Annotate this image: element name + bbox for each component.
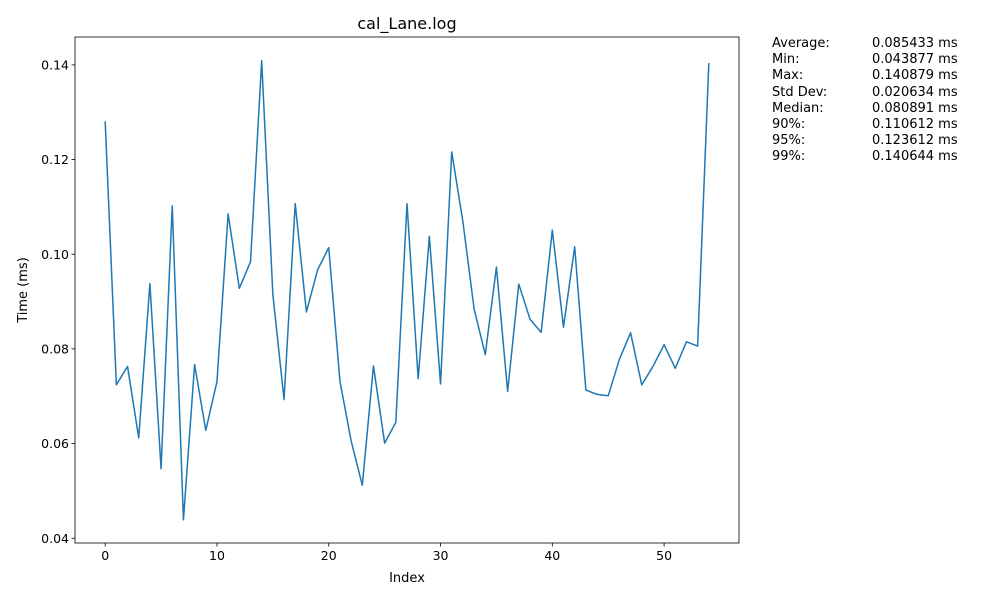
stat-row: Std Dev: 0.020634 ms xyxy=(772,85,958,101)
stat-row: 90%: 0.110612 ms xyxy=(772,117,958,133)
y-tick-label-5: 0.14 xyxy=(41,57,69,72)
stat-value: 0.110612 ms xyxy=(872,117,958,133)
y-axis-label: Time (ms) xyxy=(16,257,31,324)
stat-row: 95%: 0.123612 ms xyxy=(772,133,958,149)
y-tick-label-3: 0.10 xyxy=(41,247,69,262)
stat-value: 0.043877 ms xyxy=(872,52,958,68)
stat-label: 90%: xyxy=(772,117,806,133)
stat-label: Median: xyxy=(772,100,824,116)
x-tick-label-0: 0 xyxy=(101,548,109,563)
stat-label: Std Dev: xyxy=(772,84,828,100)
stat-value: 0.140879 ms xyxy=(872,68,958,84)
stat-label: Max: xyxy=(772,68,804,84)
stat-value: 0.140644 ms xyxy=(872,149,958,165)
y-tick-label-4: 0.12 xyxy=(41,152,69,167)
x-axis-label: Index xyxy=(389,571,425,586)
stat-value: 0.020634 ms xyxy=(872,84,958,100)
stat-row: 99%: 0.140644 ms xyxy=(772,149,958,165)
stat-value: 0.123612 ms xyxy=(872,133,958,149)
y-tick-label-2: 0.08 xyxy=(41,341,69,356)
stat-value: 0.085433 ms xyxy=(872,36,958,51)
stat-row: Median: 0.080891 ms xyxy=(772,101,958,117)
x-tick-label-1: 10 xyxy=(209,548,225,563)
stat-row: Average: 0.085433 ms xyxy=(772,36,958,52)
x-tick-label-5: 50 xyxy=(656,548,672,563)
series-line xyxy=(104,59,710,521)
stat-label: Average: xyxy=(772,36,830,51)
stat-row: Max: 0.140879 ms xyxy=(772,68,958,84)
y-tick-label-0: 0.04 xyxy=(41,531,69,546)
plot-frame xyxy=(74,36,740,544)
stats-panel: Average: 0.085433 ms Min: 0.043877 ms Max: 0.… xyxy=(772,36,958,166)
stat-label: 95%: xyxy=(772,133,806,149)
stat-value: 0.080891 ms xyxy=(872,100,958,116)
x-tick-label-2: 20 xyxy=(321,548,337,563)
stat-label: Min: xyxy=(772,52,800,68)
x-tick-label-3: 30 xyxy=(433,548,449,563)
plot-area: 0 10 20 30 40 50 0.04 0.06 0.08 0.10 0.12 0.14 xyxy=(41,36,740,563)
stat-row: Min: 0.043877 ms xyxy=(772,52,958,68)
y-tick-label-1: 0.06 xyxy=(41,436,69,451)
chart-title: cal_Lane.log xyxy=(357,14,456,34)
x-tick-label-4: 40 xyxy=(544,548,560,563)
stat-label: 99%: xyxy=(772,149,806,165)
